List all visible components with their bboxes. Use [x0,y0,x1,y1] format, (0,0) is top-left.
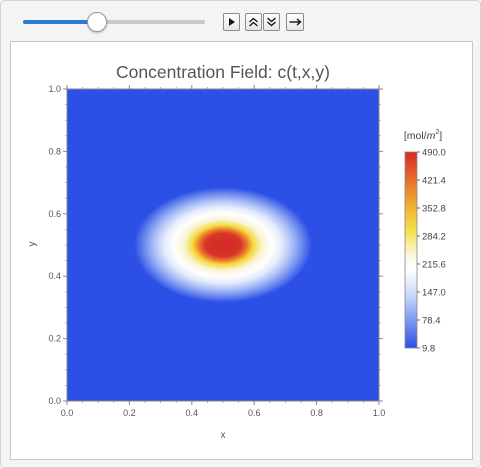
concentration-plot: Concentration Field: c(t,x,y) 0.0 0.2 0.4 0… [27,62,446,441]
time-slider-thumb[interactable] [86,12,107,32]
x-tick-label: 1.0 [373,408,386,418]
x-tick-label: 0.4 [186,408,199,418]
x-tick-label: 0.0 [61,408,74,418]
direction-button[interactable] [286,13,304,31]
colorbar-tick-label: 78.4 [422,316,441,327]
colorbar: 490.0 421.4 352.8 284.2 215.6 147.0 78.4 9.8 [404,148,446,355]
colorbar-tick-label: 421.4 [422,176,446,187]
y-tick-label: 0.8 [48,146,61,156]
play-button[interactable] [223,13,240,31]
y-tick-label: 0.2 [48,334,61,344]
x-tick-label: 0.8 [310,408,323,418]
slower-button[interactable] [263,13,280,31]
colorbar-tick-label: 147.0 [422,288,446,299]
colorbar-unit-base: m [427,130,436,142]
x-axis-label: x [221,430,226,441]
plot-frame: Concentration Field: c(t,x,y) 0.0 0.2 0.4 0… [10,41,473,460]
colorbar-unit-suffix: ] [439,130,442,142]
colorbar-tick-label: 284.2 [422,232,446,243]
colorbar-tick-label: 490.0 [422,148,446,159]
colorbar-tick-label: 9.8 [422,344,435,355]
colorbar-tick-label: 352.8 [422,204,446,215]
colorbar-unit-prefix: [mol/ [404,130,427,142]
axes: 0.0 0.2 0.4 0.6 0.8 1.0 0.0 0.2 0.4 0.6 0.8 1.0 [48,84,385,418]
concentration-blob [134,187,312,303]
colorbar-unit: [mol/m2] [404,129,442,142]
y-tick-label: 0.0 [48,396,61,406]
colorbar-tick-label: 215.6 [422,260,446,271]
x-tick-label: 0.6 [248,408,261,418]
chart-title: Concentration Field: c(t,x,y) [116,62,330,82]
colorbar-gradient [404,151,418,349]
y-tick-label: 1.0 [48,84,61,94]
heatmap-area [67,89,379,401]
y-axis-label: y [27,242,38,247]
y-tick-label: 0.4 [48,271,61,281]
time-slider[interactable] [23,12,205,32]
x-tick-label: 0.2 [123,408,136,418]
y-tick-label: 0.6 [48,209,61,219]
time-slider-fill [23,20,96,24]
colorbar-unit-exp: 2 [435,129,439,136]
faster-button[interactable] [245,13,262,31]
